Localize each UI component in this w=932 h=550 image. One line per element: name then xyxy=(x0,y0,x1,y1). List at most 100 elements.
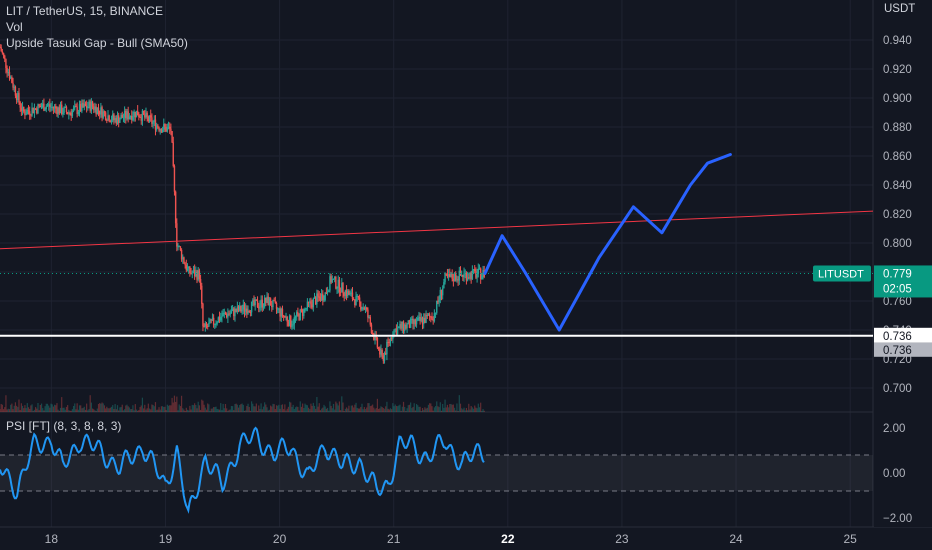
candle-body xyxy=(87,106,89,109)
volume-bar xyxy=(96,408,98,412)
candle-body xyxy=(417,317,419,321)
candle-body xyxy=(49,104,51,108)
candle-body xyxy=(116,115,119,124)
psi-legend[interactable]: PSI [FT] (8, 3, 8, 8, 3) xyxy=(6,419,122,433)
candle-body xyxy=(412,318,414,324)
volume-bar xyxy=(21,405,24,412)
time-tick-label: 18 xyxy=(45,532,59,546)
volume-bar xyxy=(307,407,310,412)
volume-bar xyxy=(91,408,94,412)
candle-body xyxy=(21,106,24,111)
candle-body xyxy=(427,314,430,316)
candle-body xyxy=(218,317,221,321)
candle-body xyxy=(13,86,15,88)
volume-bar xyxy=(153,406,155,412)
volume-bar xyxy=(336,403,338,412)
volume-bar xyxy=(68,410,70,412)
volume-bar xyxy=(233,410,235,412)
candle-body xyxy=(338,279,341,292)
candle-body xyxy=(53,106,56,109)
candle-body xyxy=(104,112,107,121)
volume-bar xyxy=(269,405,272,412)
volume-bar xyxy=(325,408,327,412)
candle-body xyxy=(64,106,66,108)
candle-body xyxy=(195,271,197,277)
volume-bar xyxy=(226,408,228,412)
candle-body xyxy=(235,308,237,312)
candle-body xyxy=(31,107,33,116)
volume-bar xyxy=(444,399,446,412)
candle-body xyxy=(269,298,272,306)
candle-body xyxy=(222,312,224,317)
candle-body xyxy=(482,270,484,276)
volume-bar xyxy=(305,404,307,412)
candle-body xyxy=(464,272,466,274)
volume-bar xyxy=(105,408,107,412)
candle-body xyxy=(405,324,407,329)
volume-bar xyxy=(253,406,255,412)
candle-body xyxy=(72,108,75,111)
volume-bar xyxy=(190,409,192,412)
volume-bar xyxy=(51,404,53,412)
volume-bar xyxy=(95,410,97,412)
volume-bar xyxy=(274,409,276,412)
candle-body xyxy=(309,301,311,303)
candle-body xyxy=(401,321,404,329)
candle-body xyxy=(85,105,88,109)
candle-body xyxy=(140,117,142,121)
volume-bar xyxy=(17,407,19,412)
volume-bar xyxy=(112,405,114,412)
candle-body xyxy=(438,299,440,303)
volume-bar xyxy=(463,407,465,412)
candle-body xyxy=(66,112,69,115)
candle-body xyxy=(97,107,100,111)
volume-bar xyxy=(4,407,6,412)
volume-bar xyxy=(434,406,437,412)
volume-bar xyxy=(67,405,69,412)
volume-bar xyxy=(406,408,408,412)
volume-bar xyxy=(166,404,168,412)
symbol-legend[interactable]: LIT / TetherUS, 15, BINANCE xyxy=(6,4,163,18)
candle-body xyxy=(332,278,335,280)
volume-bar xyxy=(456,403,458,412)
candle-body xyxy=(328,290,330,292)
volume-bar xyxy=(248,406,250,412)
volume-bar xyxy=(259,408,261,412)
candle-body xyxy=(12,82,14,88)
candle-body xyxy=(14,86,17,96)
volume-bar xyxy=(52,406,55,412)
candle-body xyxy=(180,249,183,260)
volume-bar xyxy=(122,410,125,412)
candle-body xyxy=(395,328,398,335)
support-price-badge-2 xyxy=(874,342,932,357)
candle-body xyxy=(201,285,203,304)
candle-body xyxy=(286,316,288,322)
candle-body xyxy=(120,114,122,120)
volume-bar xyxy=(87,410,89,412)
volume-bar xyxy=(304,403,306,412)
candle-body xyxy=(206,326,209,328)
volume-bar xyxy=(113,408,115,412)
volume-bar xyxy=(280,404,282,412)
volume-bar xyxy=(141,397,144,412)
volume-bar xyxy=(0,409,1,412)
volume-legend[interactable]: Vol xyxy=(6,20,23,34)
candle-body xyxy=(135,110,138,118)
candle-body xyxy=(126,111,128,119)
volume-bar xyxy=(119,407,121,412)
resistance-trendline xyxy=(0,210,874,250)
pattern-legend[interactable]: Upside Tasuki Gap - Bull (SMA50) xyxy=(6,36,188,50)
volume-bar xyxy=(1,404,3,412)
volume-bar xyxy=(338,401,341,412)
volume-bar xyxy=(214,407,216,412)
candle-body xyxy=(20,107,23,111)
candle-body xyxy=(241,309,243,312)
candle-body xyxy=(7,71,10,73)
volume-bar xyxy=(335,401,337,412)
candle-body xyxy=(141,110,144,121)
volume-bar xyxy=(124,409,126,412)
volume-bar xyxy=(394,404,396,412)
volume-bar xyxy=(387,408,389,412)
candle-body xyxy=(298,313,300,320)
